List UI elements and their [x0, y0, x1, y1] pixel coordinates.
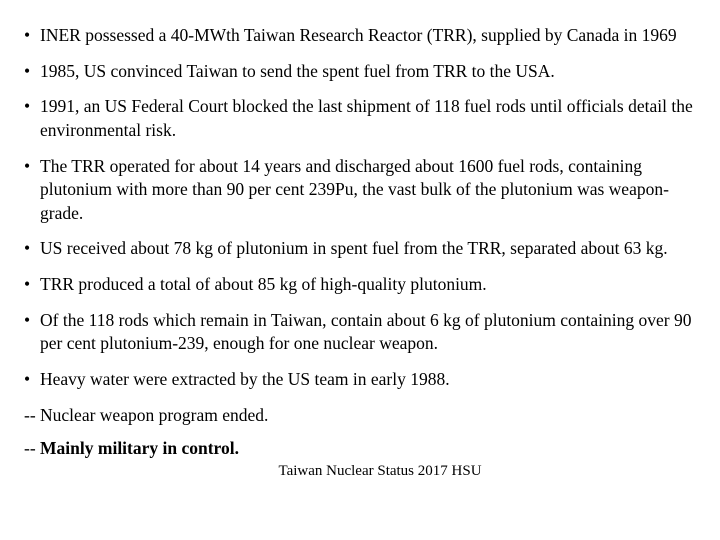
dash-line-2: -- Mainly military in control.	[24, 437, 696, 461]
bullet-item: The TRR operated for about 14 years and …	[24, 155, 696, 226]
bullet-item: Of the 118 rods which remain in Taiwan, …	[24, 309, 696, 356]
footer-text: Taiwan Nuclear Status 2017 HSU	[24, 463, 696, 480]
bullet-item: 1991, an US Federal Court blocked the la…	[24, 95, 696, 142]
bullet-item: 1985, US convinced Taiwan to send the sp…	[24, 60, 696, 84]
dash-line-1: -- Nuclear weapon program ended.	[24, 404, 696, 428]
dash-text-bold: Mainly military in control.	[40, 438, 239, 458]
bullet-list: INER possessed a 40-MWth Taiwan Research…	[24, 24, 696, 392]
dash-prefix: --	[24, 405, 40, 425]
dash-text: Nuclear weapon program ended.	[40, 405, 268, 425]
dash-prefix: --	[24, 438, 40, 458]
bullet-item: Heavy water were extracted by the US tea…	[24, 368, 696, 392]
bullet-item: INER possessed a 40-MWth Taiwan Research…	[24, 24, 696, 48]
bullet-item: TRR produced a total of about 85 kg of h…	[24, 273, 696, 297]
bullet-item: US received about 78 kg of plutonium in …	[24, 237, 696, 261]
